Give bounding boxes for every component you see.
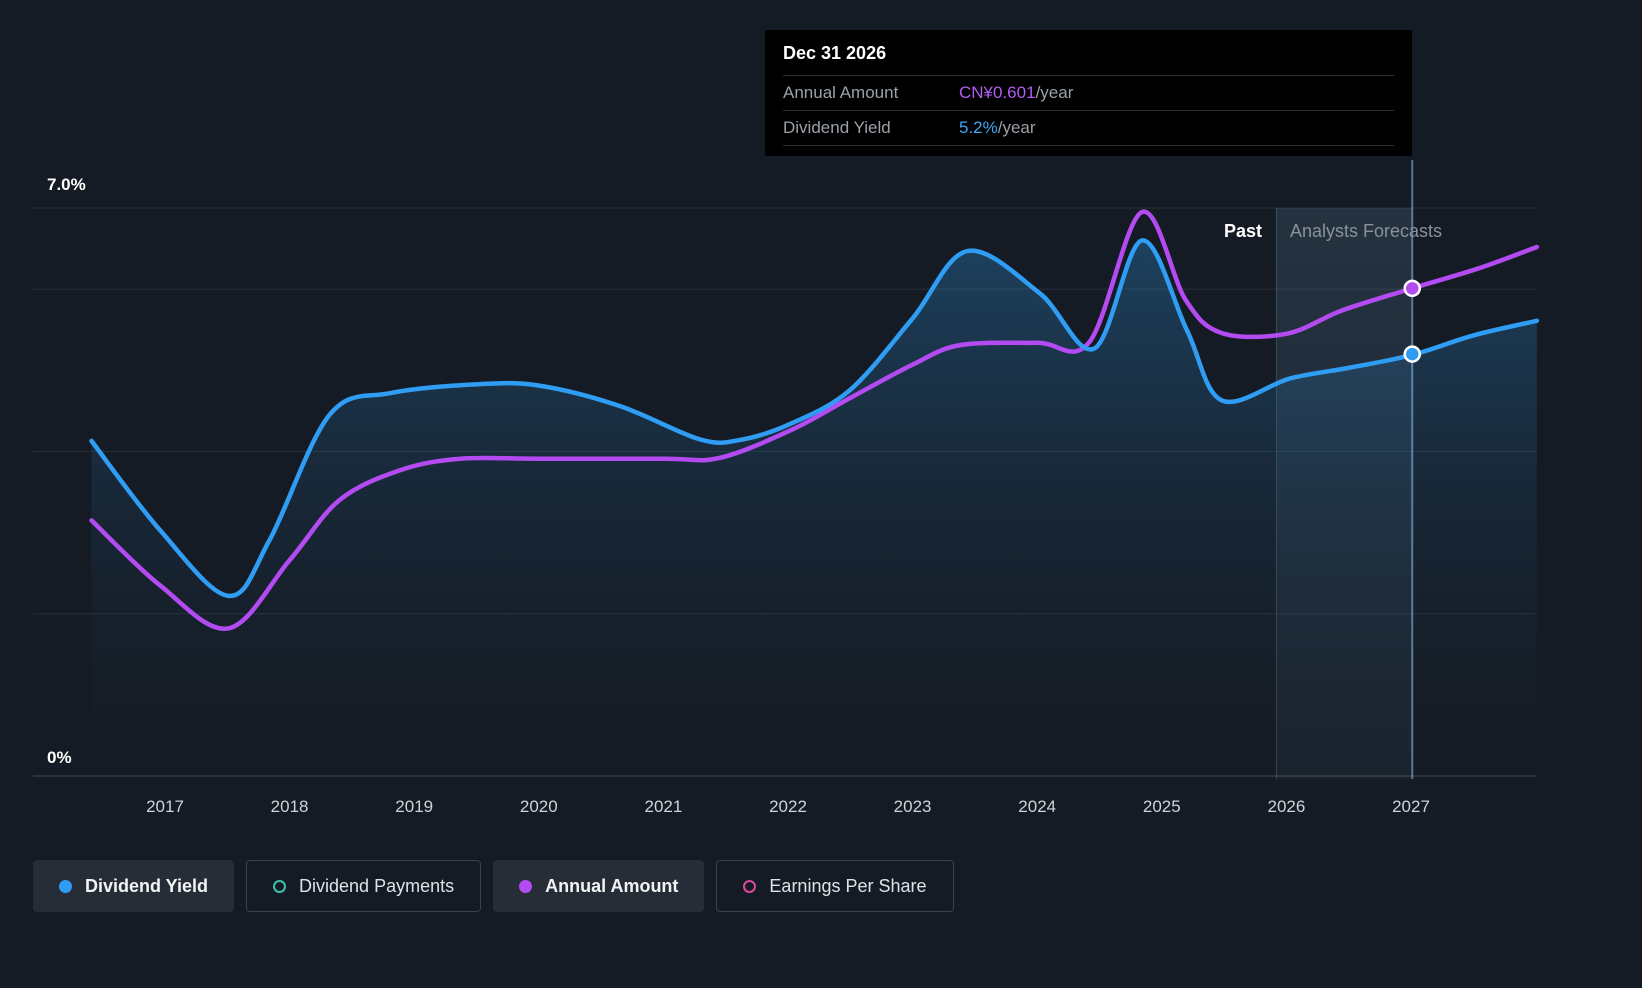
dividend-yield-area <box>91 240 1537 779</box>
marker-dot-annual-amount[interactable] <box>1403 279 1421 298</box>
x-tick-label: 2023 <box>894 797 932 816</box>
tooltip-value: CN¥0.601 <box>959 83 1036 102</box>
legend-label: Dividend Payments <box>299 875 455 896</box>
tooltip-row-dividend-yield: Dividend Yield 5.2%/year <box>783 111 1394 146</box>
x-tick-label: 2022 <box>769 797 807 816</box>
legend-chip-annual-amount[interactable]: Annual Amount <box>493 860 705 912</box>
x-tick-label: 2021 <box>644 797 682 816</box>
x-tick-label: 2026 <box>1267 797 1305 816</box>
tooltip-suffix: /year <box>997 118 1036 137</box>
tooltip-value: 5.2% <box>959 118 998 137</box>
tooltip-row-annual-amount: Annual Amount CN¥0.601/year <box>783 76 1394 111</box>
y-axis-top-label: 7.0% <box>47 175 86 194</box>
legend-marker-icon <box>273 879 287 893</box>
tooltip-label: Dividend Yield <box>783 118 891 137</box>
x-tick-label: 2018 <box>271 797 309 816</box>
legend-chip-earnings-per-share[interactable]: Earnings Per Share <box>716 860 954 912</box>
chart-tooltip: Dec 31 2026 Annual Amount CN¥0.601/year … <box>765 30 1412 156</box>
legend: Dividend Yield Dividend Payments Annual Am… <box>33 860 954 912</box>
legend-marker-icon <box>743 879 757 893</box>
legend-chip-dividend-payments[interactable]: Dividend Payments <box>246 860 482 912</box>
tooltip-date: Dec 31 2026 <box>783 43 1394 76</box>
x-tick-label: 2019 <box>395 797 433 816</box>
marker-dot-dividend-yield[interactable] <box>1403 345 1421 363</box>
tooltip-suffix: /year <box>1035 83 1074 102</box>
x-tick-label: 2024 <box>1018 797 1056 816</box>
series-line-annual-amount <box>89 209 1540 631</box>
legend-label: Dividend Yield <box>85 875 209 896</box>
x-tick-label: 2027 <box>1392 797 1430 816</box>
forecast-section-label: Analysts Forecasts <box>1290 221 1443 241</box>
legend-label: Earnings Per Share <box>769 875 927 896</box>
legend-chip-dividend-yield[interactable]: Dividend Yield <box>33 860 235 912</box>
series-line-dividend-yield <box>89 238 1540 599</box>
y-axis-bottom-label: 0% <box>47 748 72 767</box>
past-section-label: Past <box>1223 221 1262 241</box>
x-tick-label: 2020 <box>520 797 558 816</box>
legend-label: Annual Amount <box>545 875 679 896</box>
tooltip-label: Annual Amount <box>783 83 899 102</box>
legend-marker-icon <box>59 879 72 893</box>
x-tick-label: 2025 <box>1143 797 1181 816</box>
x-tick-label: 2017 <box>146 797 184 816</box>
legend-marker-icon <box>519 879 533 893</box>
